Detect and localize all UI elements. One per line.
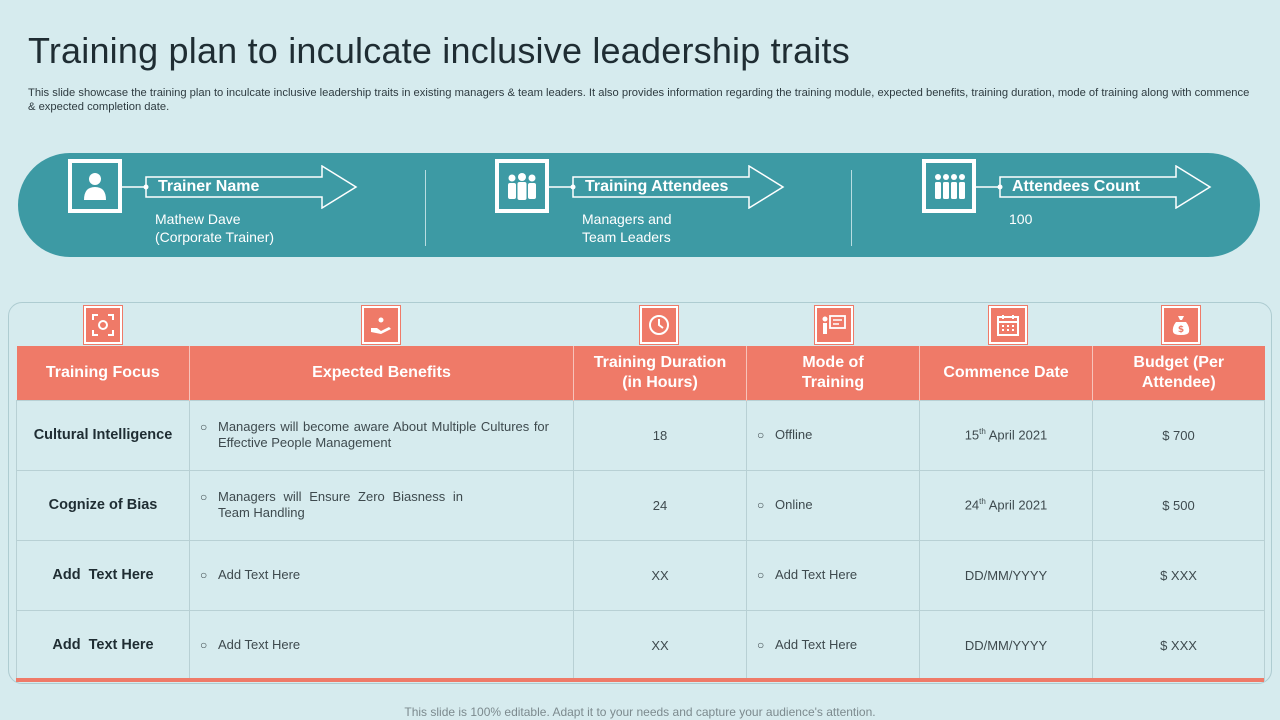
cell-benefit: ○ Managers will Ensure Zero Biasness in T… xyxy=(189,469,574,541)
cell-benefit: ○ Add Text Here xyxy=(189,539,574,611)
date-day: 15 xyxy=(964,427,980,443)
arrow-shape xyxy=(122,165,358,209)
header-expected-benefits: Expected Benefits xyxy=(189,346,574,400)
cell-benefit: ○ Add Text Here xyxy=(189,609,574,681)
table-header-row: Training Focus Expected Benefits Trainin… xyxy=(16,346,1265,400)
date-suffix: th xyxy=(979,427,986,437)
benefit-text: Add Text Here xyxy=(218,567,301,582)
banner-label: Trainer Name xyxy=(158,178,260,195)
cell-focus: Cultural Intelligence xyxy=(16,399,190,471)
cell-duration: 24 xyxy=(573,469,747,541)
header-label: Mode of Training xyxy=(801,353,865,391)
bullet: ○ xyxy=(757,498,765,512)
cell-budget: $ 700 xyxy=(1092,399,1265,471)
table-row: Add Text Here ○ Add Text Here XX ○ Add Tex… xyxy=(16,539,1265,611)
cell-focus: Add Text Here xyxy=(16,609,190,681)
banner-value: Managers and Team Leaders xyxy=(582,211,672,245)
bullet: ○ xyxy=(200,638,208,652)
footer-note: This slide is 100% editable. Adapt it to… xyxy=(404,705,876,719)
header-label: Budget (Per Attendee) xyxy=(1133,353,1225,391)
table-frame xyxy=(8,302,1272,684)
focus-icon xyxy=(83,305,123,345)
cell-date: 24th April 2021 xyxy=(919,469,1093,541)
cell-duration: XX xyxy=(573,609,747,681)
divider xyxy=(425,170,426,246)
table-row: Add Text Here ○ Add Text Here XX ○ Add Tex… xyxy=(16,609,1265,681)
cell-focus: Add Text Here xyxy=(16,539,190,611)
cell-duration: XX xyxy=(573,539,747,611)
person-icon xyxy=(68,159,122,213)
benefit-text: Managers will Ensure Zero Biasness in Te… xyxy=(218,489,463,520)
table-row: Cognize of Bias ○ Managers will Ensure Ze… xyxy=(16,469,1265,541)
training-table: Training Focus Expected Benefits Trainin… xyxy=(16,346,1265,681)
benefit-hand-icon xyxy=(361,305,401,345)
bullet: ○ xyxy=(757,428,765,442)
cell-date: DD/MM/YYYY xyxy=(919,539,1093,611)
banner-value: Mathew Dave (Corporate Trainer) xyxy=(155,211,275,245)
banner-label: Attendees Count xyxy=(1012,178,1140,195)
cell-mode: ○ Online xyxy=(746,469,920,541)
cell-budget: $ 500 xyxy=(1092,469,1265,541)
cell-mode: ○ Offline xyxy=(746,399,920,471)
svg-text:$: $ xyxy=(1178,325,1184,335)
mode-text: Offline xyxy=(775,427,813,442)
date-rest: April 2021 xyxy=(985,427,1048,443)
cell-mode: ○ Add Text Here xyxy=(746,609,920,681)
cell-budget: $ XXX xyxy=(1092,539,1265,611)
cell-date: 15th April 2021 xyxy=(919,399,1093,471)
mode-text: Add Text Here xyxy=(775,567,858,582)
info-banner: Trainer Name Mathew Dave (Corporate Trai… xyxy=(18,153,1260,257)
table-row: Cultural Intelligence ○ Managers will bec… xyxy=(16,399,1265,471)
banner-label: Training Attendees xyxy=(585,178,729,195)
clock-icon xyxy=(639,305,679,345)
mode-text: Add Text Here xyxy=(775,637,858,652)
calendar-icon xyxy=(988,305,1028,345)
header-mode-of-training: Mode of Training xyxy=(746,346,920,400)
date-day: 24 xyxy=(964,497,980,513)
benefit-text: Managers will become aware About Multipl… xyxy=(218,419,549,450)
banner-trainer-name: Trainer Name Mathew Dave (Corporate Trai… xyxy=(18,153,418,257)
header-label: Training Duration (in Hours) xyxy=(593,353,727,391)
banner-attendees-count: Attendees Count 100 xyxy=(872,153,1272,257)
mode-text: Online xyxy=(775,497,813,512)
cell-focus: Cognize of Bias xyxy=(16,469,190,541)
cell-budget: $ XXX xyxy=(1092,609,1265,681)
header-commence-date: Commence Date xyxy=(919,346,1093,400)
divider xyxy=(851,170,852,246)
bullet: ○ xyxy=(200,568,208,582)
cell-benefit: ○ Managers will become aware About Multip… xyxy=(189,399,574,471)
presentation-icon xyxy=(814,305,854,345)
header-training-duration: Training Duration (in Hours) xyxy=(573,346,747,400)
bullet: ○ xyxy=(757,638,765,652)
bullet: ○ xyxy=(757,568,765,582)
bullet: ○ xyxy=(200,490,208,504)
money-bag-icon: $ xyxy=(1161,305,1201,345)
page-subtitle: This slide showcase the training plan to… xyxy=(28,87,1250,113)
team-count-icon xyxy=(922,159,976,213)
date-suffix: th xyxy=(979,497,986,507)
group-icon xyxy=(495,159,549,213)
header-budget: Budget (Per Attendee) xyxy=(1092,346,1265,400)
banner-value: 100 xyxy=(1009,211,1033,227)
bullet: ○ xyxy=(200,420,208,434)
banner-training-attendees: Training Attendees Managers and Team Lea… xyxy=(445,153,845,257)
table-bottom-accent xyxy=(16,678,1264,682)
cell-date: DD/MM/YYYY xyxy=(919,609,1093,681)
date-rest: April 2021 xyxy=(985,497,1048,513)
arrow-shape xyxy=(549,165,785,209)
arrow-shape xyxy=(976,165,1212,209)
cell-duration: 18 xyxy=(573,399,747,471)
header-training-focus: Training Focus xyxy=(16,346,190,400)
benefit-text: Add Text Here xyxy=(218,637,301,652)
date-day: DD/MM/YYYY xyxy=(964,637,1048,653)
date-day: DD/MM/YYYY xyxy=(964,567,1048,583)
page-title: Training plan to inculcate inclusive lea… xyxy=(28,30,850,71)
cell-mode: ○ Add Text Here xyxy=(746,539,920,611)
